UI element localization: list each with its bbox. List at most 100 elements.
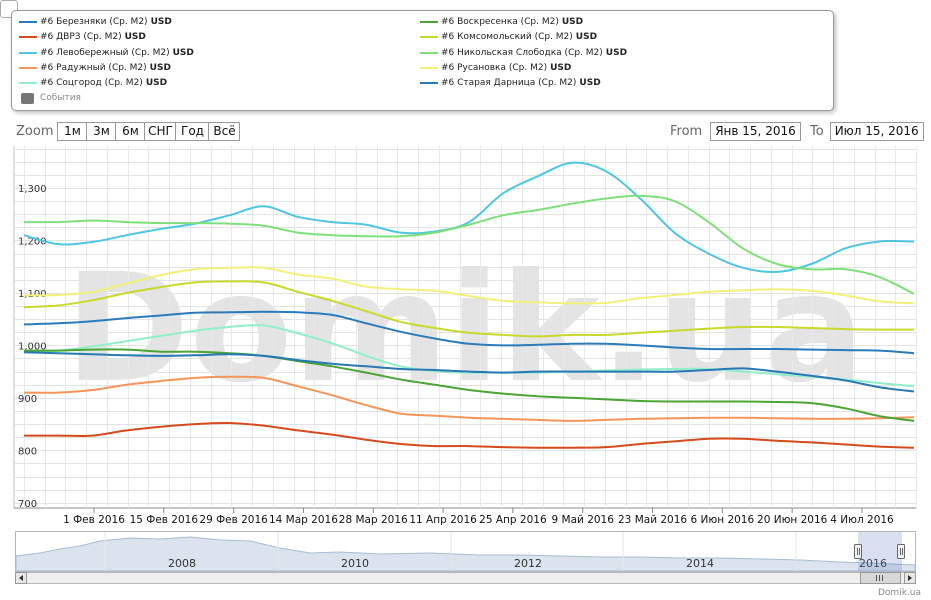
arrow-right-icon xyxy=(908,575,912,581)
zoom-ytd-button[interactable]: СНГ xyxy=(144,121,177,141)
legend-item[interactable]: #6 Никольская Слободка (Ср. М2) USD xyxy=(420,46,627,60)
legend-unit: USD xyxy=(149,62,171,73)
x-tick-label: 4 Июл 2016 xyxy=(830,514,894,526)
zoom-all-button[interactable]: Всё xyxy=(208,121,241,141)
legend-label: #6 Старая Дарница (Ср. М2) xyxy=(441,78,577,89)
x-axis: 1 Фев 2016 15 Фев 2016 29 Фев 2016 14 Мар 2… xyxy=(63,508,894,526)
x-tick-label: 25 Апр 2016 xyxy=(479,514,547,526)
series-line[interactable] xyxy=(23,310,915,355)
legend-item[interactable]: #6 Комсомольский (Ср. М2) USD xyxy=(420,30,597,44)
legend-label: #6 Левобережный (Ср. М2) xyxy=(40,47,170,58)
range-to-input[interactable]: Июл 15, 2016 xyxy=(829,121,924,141)
legend-swatch xyxy=(21,92,34,104)
legend-swatch xyxy=(420,36,438,39)
x-tick-label: 15 Фев 2016 xyxy=(130,514,199,526)
legend-label: #6 Радужный (Ср. М2) xyxy=(40,62,147,73)
navigator-year-label: 2010 xyxy=(341,557,369,570)
series-line[interactable] xyxy=(23,161,915,274)
legend-label: #6 Никольская Слободка (Ср. М2) xyxy=(441,47,603,58)
series-line[interactable] xyxy=(23,348,915,422)
legend-item[interactable]: #6 ДВРЗ (Ср. М2) USD xyxy=(19,30,146,44)
gridlines xyxy=(14,146,917,508)
legend-unit: USD xyxy=(172,47,194,58)
series-line[interactable] xyxy=(23,375,915,422)
scrollbar-thumb[interactable] xyxy=(860,572,901,584)
legend-label: События xyxy=(40,93,81,103)
zoom-label: Zoom xyxy=(16,123,54,139)
legend-item[interactable]: #6 Русановка (Ср. М2) USD xyxy=(420,61,571,75)
legend-unit: USD xyxy=(145,78,168,89)
legend-item[interactable]: #6 Радужный (Ср. М2) USD xyxy=(19,61,171,75)
credits-link[interactable]: Domik.ua xyxy=(878,588,921,598)
legend-unit: USD xyxy=(124,32,146,43)
y-tick-label: 1,100 xyxy=(18,289,47,300)
zoom-year-button[interactable]: Год xyxy=(175,121,210,141)
y-tick-label: 900 xyxy=(18,394,37,405)
y-tick-label: 700 xyxy=(18,499,37,510)
zoom-1m-button[interactable]: 1м xyxy=(57,121,88,141)
x-tick-label: 6 Июн 2016 xyxy=(691,514,755,526)
legend-label: #6 Березняки (Ср. М2) xyxy=(40,17,148,27)
navigator-year-label: 2008 xyxy=(168,557,196,570)
legend-unit: USD xyxy=(579,78,601,89)
legend-label: #6 ДВРЗ (Ср. М2) xyxy=(40,32,122,43)
zoom-bar: Zoom 1м 3м 6м СНГ Год Всё xyxy=(16,121,241,141)
arrow-left-icon xyxy=(19,575,23,581)
x-tick-label: 1 Фев 2016 xyxy=(63,514,125,526)
series-line[interactable] xyxy=(23,351,915,393)
y-tick-label: 800 xyxy=(18,446,37,457)
x-tick-label: 11 Апр 2016 xyxy=(409,514,477,526)
legend-unit: USD xyxy=(605,47,628,58)
y-tick-label: 1,200 xyxy=(18,236,47,247)
series-lines xyxy=(23,161,915,449)
series-line[interactable] xyxy=(23,280,915,338)
legend-swatch xyxy=(420,66,438,69)
legend-item[interactable]: #6 Воскресенка (Ср. М2) USD xyxy=(420,15,583,29)
legend-swatch xyxy=(19,51,37,54)
legend-unit: USD xyxy=(550,62,572,73)
zoom-3m-button[interactable]: 3м xyxy=(86,121,117,141)
legend-item[interactable]: #6 Левобережный (Ср. М2) USD xyxy=(19,46,194,60)
legend-label: #6 Соцгород (Ср. М2) xyxy=(40,78,143,89)
y-tick-label: 1,300 xyxy=(18,184,47,195)
navigator[interactable]: 2008 2010 2012 2014 2016 xyxy=(15,531,916,584)
legend-label: #6 Комсомольский (Ср. М2) xyxy=(441,32,573,43)
navigator-year-label: 2014 xyxy=(686,557,714,570)
zoom-6m-button[interactable]: 6м xyxy=(115,121,146,141)
x-tick-label: 28 Мар 2016 xyxy=(339,514,408,526)
legend-swatch xyxy=(19,36,37,39)
navigator-year-label: 2012 xyxy=(514,557,542,570)
range-from-input[interactable]: Янв 15, 2016 xyxy=(710,121,801,141)
legend-swatch xyxy=(420,21,438,23)
x-tick-label: 29 Фев 2016 xyxy=(199,514,268,526)
legend-item-events[interactable]: События xyxy=(19,91,81,105)
range-to-label: To xyxy=(810,123,824,139)
legend-swatch xyxy=(19,66,37,69)
legend-unit: USD xyxy=(150,17,172,27)
series-line[interactable] xyxy=(23,194,915,295)
legend-swatch xyxy=(420,51,438,54)
x-tick-label: 20 Июн 2016 xyxy=(757,514,828,526)
series-line[interactable] xyxy=(23,266,915,305)
legend: #6 Березняки (Ср. М2) USD #6 ДВРЗ (Ср. М2)… xyxy=(11,10,834,111)
legend-swatch xyxy=(19,21,37,23)
range-to: To Июл 15, 2016 xyxy=(810,121,924,141)
y-axis: 700 800 900 1,000 1,100 1,200 1,300 xyxy=(18,184,47,510)
plot-area xyxy=(13,146,916,509)
scrollbar-track[interactable] xyxy=(15,572,916,584)
navigator-year-label: 2016 xyxy=(859,557,887,570)
series-line[interactable] xyxy=(24,421,915,449)
range-from: From Янв 15, 2016 xyxy=(670,121,801,141)
x-tick-label: 9 Май 2016 xyxy=(552,514,615,526)
legend-swatch xyxy=(420,82,438,85)
legend-unit: USD xyxy=(575,32,598,43)
navigator-area xyxy=(15,536,916,572)
legend-item[interactable]: #6 Березняки (Ср. М2) USD xyxy=(19,15,172,29)
legend-swatch xyxy=(19,82,37,85)
legend-item[interactable]: #6 Старая Дарница (Ср. М2) USD xyxy=(420,76,601,90)
legend-label: #6 Воскресенка (Ср. М2) xyxy=(441,17,559,27)
navigator-selection[interactable] xyxy=(858,532,902,571)
legend-item[interactable]: #6 Соцгород (Ср. М2) USD xyxy=(19,76,167,90)
range-from-label: From xyxy=(670,123,703,139)
